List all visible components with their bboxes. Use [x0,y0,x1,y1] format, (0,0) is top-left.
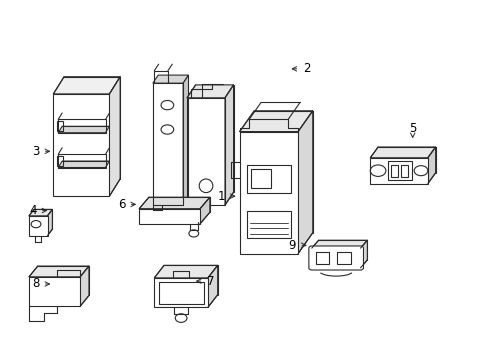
Text: 1: 1 [217,190,224,203]
Polygon shape [200,197,209,224]
Polygon shape [109,77,120,196]
Bar [315,252,329,264]
Bar [58,154,105,167]
Polygon shape [427,147,435,184]
Bar [57,156,63,166]
Bar [53,94,109,196]
Bar [400,165,407,177]
Text: 8: 8 [32,278,40,291]
Polygon shape [183,75,188,205]
Bar [154,278,207,307]
Bar [336,252,350,264]
Bar [250,169,270,188]
Bar [186,98,224,205]
Polygon shape [47,210,52,235]
Bar [139,209,200,224]
Polygon shape [58,161,109,167]
Polygon shape [224,85,233,205]
Polygon shape [53,77,120,94]
Bar [369,158,427,184]
Bar [29,277,80,306]
Polygon shape [207,265,217,307]
Polygon shape [360,240,366,268]
Bar [246,211,290,238]
Bar [246,165,290,193]
Bar [239,132,298,253]
Polygon shape [58,126,109,133]
Polygon shape [311,240,366,248]
Polygon shape [29,266,89,277]
Polygon shape [139,197,209,209]
Polygon shape [154,265,217,278]
Bar [29,216,47,235]
Polygon shape [239,111,312,132]
Polygon shape [186,85,233,98]
Bar [58,120,105,133]
Text: 2: 2 [303,62,310,75]
Polygon shape [80,266,89,306]
Bar [390,165,397,177]
Text: 6: 6 [118,198,125,211]
Polygon shape [298,111,312,253]
Polygon shape [153,75,188,83]
Text: 7: 7 [206,275,214,288]
FancyBboxPatch shape [308,246,363,270]
Bar [159,282,203,304]
Text: 3: 3 [32,145,40,158]
Polygon shape [29,210,52,216]
Bar [57,121,63,131]
Polygon shape [369,147,435,158]
Text: 5: 5 [408,122,416,135]
Bar [387,161,411,180]
Text: 4: 4 [29,204,37,217]
Text: 9: 9 [288,239,295,252]
